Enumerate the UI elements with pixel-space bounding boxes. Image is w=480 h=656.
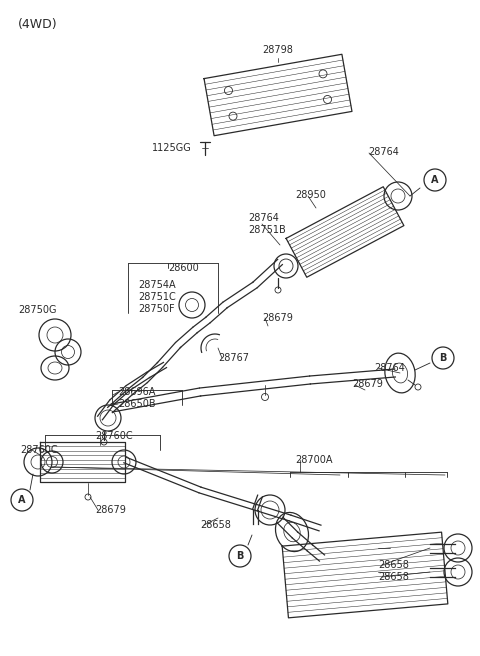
Text: 28764: 28764 — [368, 147, 399, 157]
Text: B: B — [236, 551, 244, 561]
Text: 28658: 28658 — [200, 520, 231, 530]
Text: 28764: 28764 — [248, 213, 279, 223]
Text: 28679: 28679 — [352, 379, 383, 389]
Text: A: A — [431, 175, 439, 185]
Text: 28700A: 28700A — [295, 455, 333, 465]
Text: 28764: 28764 — [374, 363, 405, 373]
Text: 28754A: 28754A — [138, 280, 176, 290]
Text: 28696A: 28696A — [118, 387, 156, 397]
Text: 1125GG: 1125GG — [152, 143, 192, 153]
Text: 28658: 28658 — [378, 560, 409, 570]
Text: 28767: 28767 — [218, 353, 249, 363]
Text: 28679: 28679 — [262, 313, 293, 323]
Text: 28750G: 28750G — [18, 305, 57, 315]
Text: 28679: 28679 — [95, 505, 126, 515]
Text: A: A — [18, 495, 26, 505]
Text: 28760C: 28760C — [95, 431, 132, 441]
Text: 28760C: 28760C — [20, 445, 58, 455]
Text: B: B — [439, 353, 447, 363]
Text: 28750F: 28750F — [138, 304, 175, 314]
Text: 28650B: 28650B — [118, 399, 156, 409]
Text: 28950: 28950 — [295, 190, 326, 200]
Text: (4WD): (4WD) — [18, 18, 58, 31]
Text: 28751C: 28751C — [138, 292, 176, 302]
Text: 28600: 28600 — [168, 263, 199, 273]
Text: 28798: 28798 — [263, 45, 293, 55]
Text: 28658: 28658 — [378, 572, 409, 582]
Text: 28751B: 28751B — [248, 225, 286, 235]
